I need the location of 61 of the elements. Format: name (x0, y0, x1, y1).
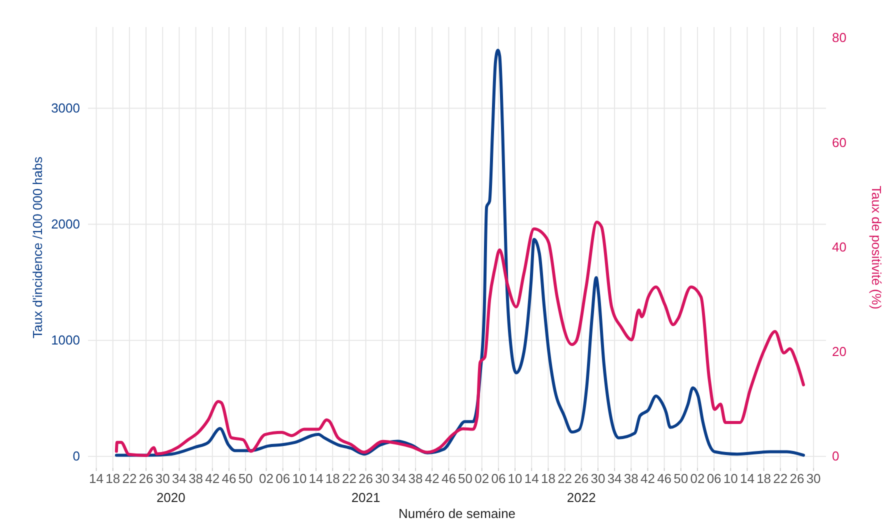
x-tick-label: 26 (138, 471, 154, 486)
x-tick-label: 50 (674, 471, 688, 486)
x-tick-label: 42 (424, 471, 440, 486)
x-tick-label: 50 (458, 471, 473, 486)
text: 2022 (566, 490, 596, 505)
x-tick-label: 26 (574, 471, 589, 486)
x-tick-label: 34 (392, 471, 406, 486)
x-tick-label: 10 (508, 471, 522, 486)
x-axis-title: Numéro de semaine (398, 506, 516, 521)
x-tick-label: 06 (491, 471, 506, 486)
line-series (114, 220, 805, 457)
x-tick-label: 50 (238, 471, 253, 486)
text: 2021 (351, 490, 380, 505)
y-tick-label: 0 (72, 448, 80, 464)
x-tick-label: 30 (806, 471, 821, 486)
x-tick-label: 46 (222, 471, 236, 486)
x-tick-label: 38 (188, 471, 204, 486)
x-tick-label: 02 (259, 471, 274, 486)
x-tick-label: 30 (590, 471, 606, 486)
x-tick-label: 18 (325, 471, 340, 486)
x-tick-label: 18 (540, 471, 556, 486)
x-tick-label: 06 (706, 471, 722, 486)
y2-tick-label: 80 (832, 30, 846, 46)
y-tick-label: 3000 (51, 100, 80, 116)
x-tick-label: 42 (205, 471, 220, 486)
x-tick-label: 14 (308, 471, 324, 486)
x-tick-label: 14 (740, 471, 754, 486)
line-series (114, 48, 805, 457)
x-tick-label: 30 (155, 471, 170, 486)
y-tick-label: 1000 (51, 332, 80, 348)
x-tick-label: 26 (358, 471, 374, 486)
text: 2020 (156, 490, 186, 505)
x-tick-label: 10 (292, 471, 307, 486)
x-tick-label: 06 (276, 471, 290, 486)
x-tick-label: 38 (408, 471, 423, 486)
x-tick-label: 22 (122, 471, 137, 486)
y-tick-label: 2000 (51, 216, 80, 232)
y2-tick-label: 0 (832, 448, 840, 464)
y2-tick-label: 20 (832, 344, 846, 360)
y2-tick-label: 40 (832, 239, 846, 254)
y2-axis-title: Taux de positivité (%) (869, 186, 884, 310)
x-tick-label: 22 (342, 471, 356, 486)
x-tick-label: 34 (172, 471, 186, 486)
x-tick-label: 02 (690, 471, 705, 486)
x-tick-label: 38 (624, 471, 638, 486)
x-tick-label: 18 (756, 471, 772, 486)
x-tick-label: 22 (558, 471, 572, 486)
x-tick-label: 22 (773, 471, 788, 486)
x-tick-label: 14 (524, 471, 539, 486)
y-axis-title: Taux d'incidence /100 000 habs (30, 156, 45, 338)
x-tick-label: 34 (607, 471, 622, 486)
x-tick-label: 30 (375, 471, 390, 486)
x-tick-label: 14 (89, 471, 104, 486)
x-tick-label: 10 (723, 471, 738, 486)
x-tick-label: 46 (657, 471, 672, 486)
x-tick-label: 42 (640, 471, 655, 486)
y2-tick-label: 60 (832, 134, 846, 150)
x-tick-label: 02 (474, 471, 490, 486)
x-tick-label: 46 (441, 471, 456, 486)
x-tick-label: 18 (106, 471, 120, 486)
x-tick-label: 26 (790, 471, 804, 486)
